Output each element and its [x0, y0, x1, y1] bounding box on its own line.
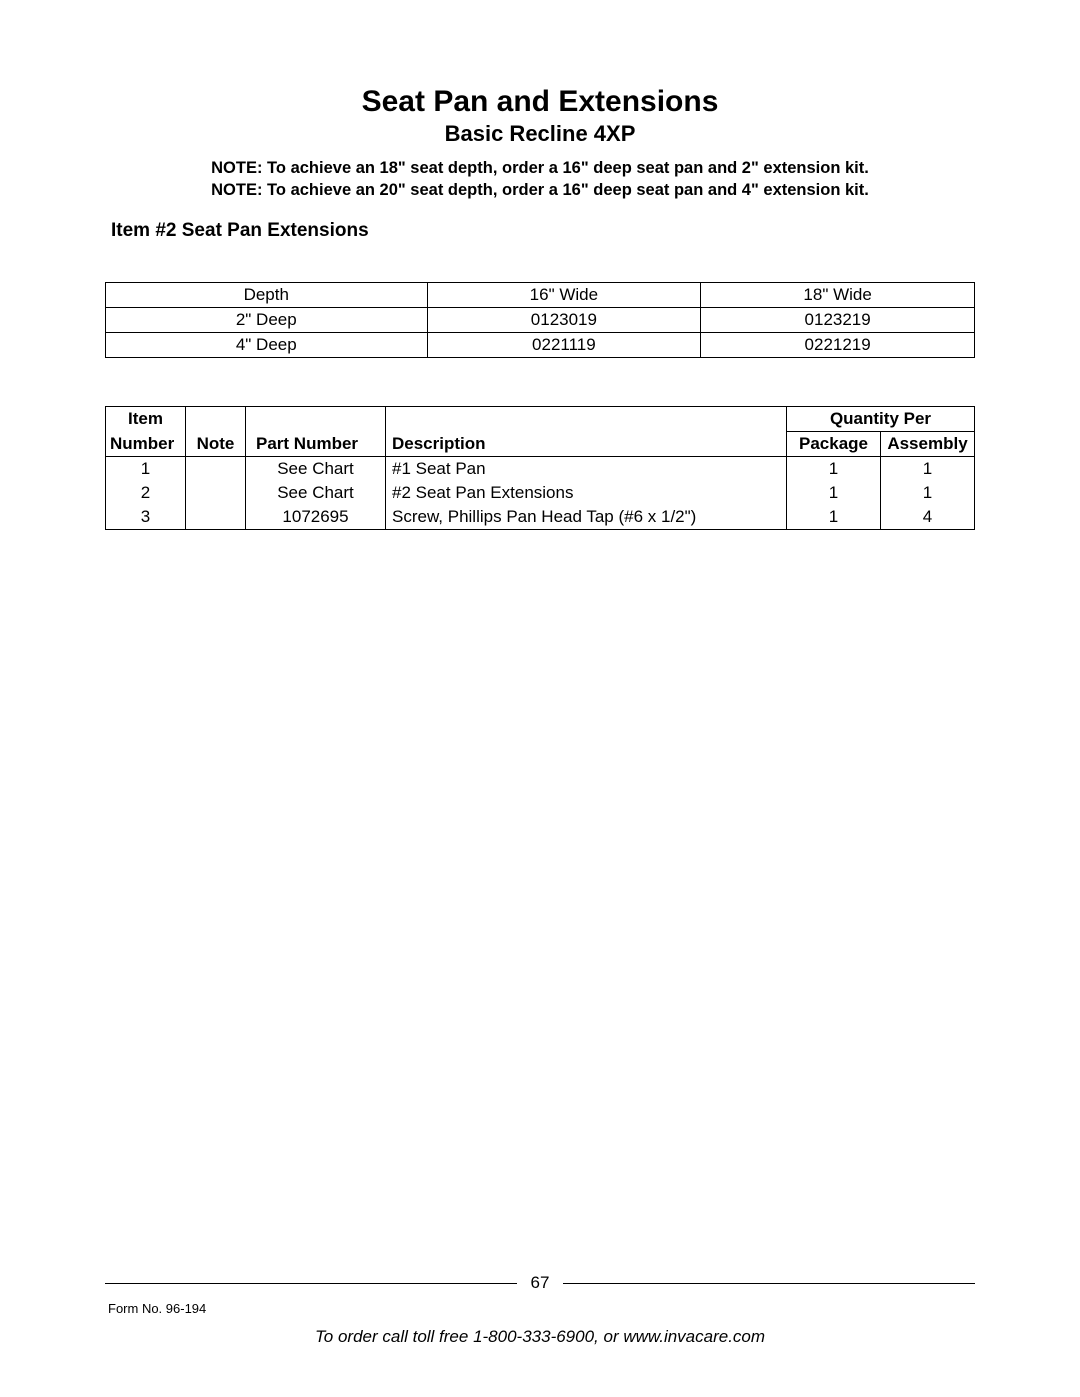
cell-item-number: 1 [106, 456, 186, 481]
extensions-table: Depth 16" Wide 18" Wide 2" Deep 0123019 … [105, 282, 975, 358]
table-header-row: Item Quantity Per [106, 406, 975, 431]
footer-rule: 67 [105, 1273, 975, 1293]
cell-description: #2 Seat Pan Extensions [386, 481, 787, 505]
table-row: 4" Deep 0221119 0221219 [106, 332, 975, 357]
cell-item-number: 3 [106, 505, 186, 530]
notes-block: NOTE: To achieve an 18" seat depth, orde… [105, 157, 975, 202]
footer-order-text: To order call toll free 1-800-333-6900, … [0, 1327, 1080, 1347]
cell: 4" Deep [106, 332, 428, 357]
cell-note [186, 505, 246, 530]
table-row: 2 See Chart #2 Seat Pan Extensions 1 1 [106, 481, 975, 505]
cell-package: 1 [787, 505, 881, 530]
th-package: Package [787, 431, 881, 456]
section-heading: Item #2 Seat Pan Extensions [111, 220, 975, 242]
cell-description: #1 Seat Pan [386, 456, 787, 481]
cell-header: 18" Wide [701, 282, 975, 307]
cell-header: Depth [106, 282, 428, 307]
cell-note [186, 481, 246, 505]
th-item-number: Number [106, 431, 186, 456]
footer-line [563, 1283, 975, 1284]
form-number: Form No. 96-194 [108, 1301, 206, 1316]
cell: 0123219 [701, 307, 975, 332]
table-row: Depth 16" Wide 18" Wide [106, 282, 975, 307]
page-title: Seat Pan and Extensions [105, 85, 975, 119]
th-quantity-per: Quantity Per [787, 406, 975, 431]
cell-assembly: 4 [881, 505, 975, 530]
note-line: NOTE: To achieve an 18" seat depth, orde… [105, 157, 975, 179]
cell-assembly: 1 [881, 456, 975, 481]
cell-header: 16" Wide [427, 282, 701, 307]
th-assembly: Assembly [881, 431, 975, 456]
table-row: 1 See Chart #1 Seat Pan 1 1 [106, 456, 975, 481]
th-blank [386, 406, 787, 431]
table-row: 3 1072695 Screw, Phillips Pan Head Tap (… [106, 505, 975, 530]
th-part-number: Part Number [246, 431, 386, 456]
cell-package: 1 [787, 481, 881, 505]
page: Seat Pan and Extensions Basic Recline 4X… [0, 0, 1080, 1397]
cell-package: 1 [787, 456, 881, 481]
cell-part-number: See Chart [246, 456, 386, 481]
cell-description: Screw, Phillips Pan Head Tap (#6 x 1/2") [386, 505, 787, 530]
cell-assembly: 1 [881, 481, 975, 505]
footer-line [105, 1283, 517, 1284]
table-row: 2" Deep 0123019 0123219 [106, 307, 975, 332]
cell-note [186, 456, 246, 481]
th-blank [246, 406, 386, 431]
page-subtitle: Basic Recline 4XP [105, 121, 975, 147]
th-description: Description [386, 431, 787, 456]
th-item-top: Item [106, 406, 186, 431]
cell: 2" Deep [106, 307, 428, 332]
parts-table: Item Quantity Per Number Note Part Numbe… [105, 406, 975, 530]
cell: 0221219 [701, 332, 975, 357]
cell-part-number: 1072695 [246, 505, 386, 530]
cell: 0123019 [427, 307, 701, 332]
cell: 0221119 [427, 332, 701, 357]
page-number: 67 [517, 1273, 564, 1293]
cell-part-number: See Chart [246, 481, 386, 505]
cell-item-number: 2 [106, 481, 186, 505]
page-footer: 67 Form No. 96-194 To order call toll fr… [0, 1273, 1080, 1347]
note-line: NOTE: To achieve an 20" seat depth, orde… [105, 179, 975, 201]
table-header-row: Number Note Part Number Description Pack… [106, 431, 975, 456]
th-note: Note [186, 431, 246, 456]
th-blank [186, 406, 246, 431]
